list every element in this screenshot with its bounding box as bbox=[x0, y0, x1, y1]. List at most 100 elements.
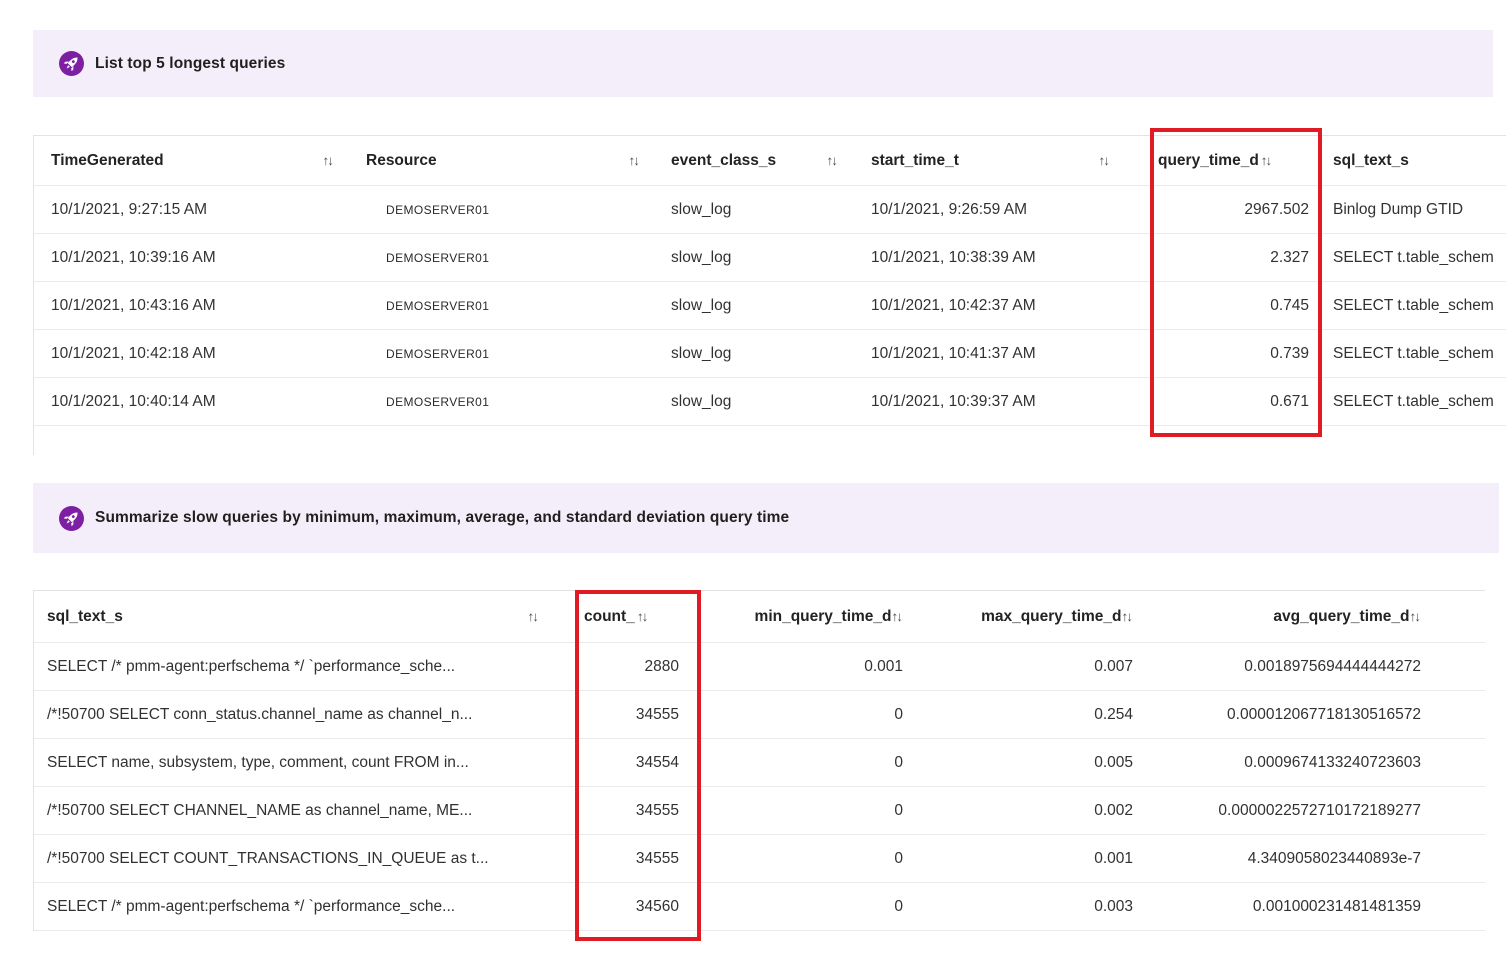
cell-min-query-time: 0 bbox=[894, 705, 903, 723]
column-header-label: TimeGenerated bbox=[51, 151, 164, 169]
column-header-avg-query-time[interactable]: avg_query_time_d ↑↓ bbox=[1138, 608, 1453, 626]
cell-resource: DEMOSERVER01 bbox=[386, 202, 490, 217]
column-header-label: query_time_d bbox=[1158, 151, 1259, 169]
cell-avg-query-time: 0.0000022572710172189277 bbox=[1218, 801, 1421, 819]
column-header-sql-text[interactable]: sql_text_s bbox=[1323, 152, 1506, 170]
cell-avg-query-time: 0.0009674133240723603 bbox=[1244, 753, 1421, 771]
column-header-label: sql_text_s bbox=[47, 607, 123, 625]
cell-sql-text: SELECT t.table_schem bbox=[1333, 344, 1494, 362]
cell-event-class: slow_log bbox=[671, 200, 732, 218]
column-header-sql-text[interactable]: sql_text_s ↑↓ bbox=[34, 608, 577, 626]
column-header-label: event_class_s bbox=[671, 151, 777, 169]
cell-count: 2880 bbox=[644, 657, 679, 675]
column-header-label: max_query_time_d bbox=[981, 607, 1122, 625]
table-row[interactable]: 10/1/2021, 10:39:16 AM DEMOSERVER01 slow… bbox=[34, 234, 1506, 282]
column-header-label: Resource bbox=[366, 151, 437, 169]
column-header-label: sql_text_s bbox=[1333, 151, 1409, 169]
column-header-label: avg_query_time_d bbox=[1273, 607, 1410, 625]
column-header-label: count_ bbox=[584, 607, 635, 625]
cell-query-time: 0.739 bbox=[1270, 344, 1309, 362]
table-header-row: sql_text_s ↑↓ count_ ↑↓ min_query_time_d… bbox=[34, 591, 1485, 643]
cell-count: 34554 bbox=[635, 753, 679, 771]
cell-start-time: 10/1/2021, 10:39:37 AM bbox=[871, 392, 1036, 410]
column-header-max-query-time[interactable]: max_query_time_d ↑↓ bbox=[908, 608, 1138, 626]
cell-count: 34555 bbox=[635, 801, 679, 819]
column-header-event-class[interactable]: event_class_s ↑↓ bbox=[654, 152, 854, 170]
table-row[interactable]: SELECT /* pmm-agent:perfschema */ `perfo… bbox=[34, 883, 1485, 931]
cell-min-query-time: 0 bbox=[894, 849, 903, 867]
table-row[interactable]: SELECT /* pmm-agent:perfschema */ `perfo… bbox=[34, 643, 1485, 691]
table-row[interactable]: /*!50700 SELECT conn_status.channel_name… bbox=[34, 691, 1485, 739]
cell-time-generated: 10/1/2021, 10:39:16 AM bbox=[51, 248, 216, 266]
cell-query-time: 2967.502 bbox=[1244, 200, 1309, 218]
sort-arrows-icon[interactable]: ↑↓ bbox=[1260, 153, 1272, 168]
rocket-icon bbox=[59, 505, 84, 531]
sort-arrows-icon[interactable]: ↑↓ bbox=[1098, 153, 1110, 168]
cell-query-time: 0.745 bbox=[1270, 296, 1309, 314]
table-row[interactable]: 10/1/2021, 10:42:18 AM DEMOSERVER01 slow… bbox=[34, 330, 1506, 378]
table-row[interactable]: SELECT name, subsystem, type, comment, c… bbox=[34, 739, 1485, 787]
prompt-banner-top-queries: List top 5 longest queries bbox=[33, 30, 1493, 97]
table-row[interactable]: 10/1/2021, 10:43:16 AM DEMOSERVER01 slow… bbox=[34, 282, 1506, 330]
cell-time-generated: 10/1/2021, 9:27:15 AM bbox=[51, 200, 207, 218]
prompt-text: Summarize slow queries by minimum, maxim… bbox=[95, 509, 790, 526]
cell-sql-text: SELECT /* pmm-agent:perfschema */ `perfo… bbox=[47, 657, 456, 675]
sort-arrows-icon[interactable]: ↑↓ bbox=[891, 609, 903, 624]
column-header-label: min_query_time_d bbox=[754, 607, 892, 625]
cell-min-query-time: 0.001 bbox=[864, 657, 903, 675]
cell-query-time: 2.327 bbox=[1270, 248, 1309, 266]
results-table-summary: sql_text_s ↑↓ count_ ↑↓ min_query_time_d… bbox=[33, 590, 1485, 931]
results-table-top-queries: TimeGenerated ↑↓ Resource ↑↓ event_class… bbox=[33, 135, 1506, 455]
cell-sql-text: SELECT t.table_schem bbox=[1333, 392, 1494, 410]
table-row[interactable]: /*!50700 SELECT CHANNEL_NAME as channel_… bbox=[34, 787, 1485, 835]
table-row[interactable]: 10/1/2021, 10:40:14 AM DEMOSERVER01 slow… bbox=[34, 378, 1506, 426]
cell-max-query-time: 0.007 bbox=[1094, 657, 1133, 675]
cell-min-query-time: 0 bbox=[894, 897, 903, 915]
cell-query-time: 0.671 bbox=[1270, 392, 1309, 410]
cell-sql-text: SELECT t.table_schem bbox=[1333, 296, 1494, 314]
sort-arrows-icon[interactable]: ↑↓ bbox=[826, 153, 838, 168]
prompt-banner-summarize: Summarize slow queries by minimum, maxim… bbox=[33, 483, 1499, 553]
prompt-text: List top 5 longest queries bbox=[95, 54, 286, 72]
sort-arrows-icon[interactable]: ↑↓ bbox=[1409, 609, 1421, 624]
column-header-min-query-time[interactable]: min_query_time_d ↑↓ bbox=[702, 608, 908, 626]
cell-time-generated: 10/1/2021, 10:42:18 AM bbox=[51, 344, 216, 362]
column-header-label: start_time_t bbox=[871, 151, 959, 169]
table-row[interactable]: 10/1/2021, 9:27:15 AM DEMOSERVER01 slow_… bbox=[34, 186, 1506, 234]
cell-avg-query-time: 0.001000231481481359 bbox=[1252, 897, 1421, 915]
column-header-time-generated[interactable]: TimeGenerated ↑↓ bbox=[34, 152, 349, 170]
cell-event-class: slow_log bbox=[671, 344, 732, 362]
cell-start-time: 10/1/2021, 10:41:37 AM bbox=[871, 344, 1036, 362]
sort-arrows-icon[interactable]: ↑↓ bbox=[322, 153, 334, 168]
sort-arrows-icon[interactable]: ↑↓ bbox=[628, 153, 640, 168]
cell-resource: DEMOSERVER01 bbox=[386, 250, 490, 265]
cell-sql-text: SELECT t.table_schem bbox=[1333, 248, 1494, 266]
cell-resource: DEMOSERVER01 bbox=[386, 298, 490, 313]
cell-count: 34555 bbox=[635, 705, 679, 723]
cell-event-class: slow_log bbox=[671, 296, 732, 314]
column-header-query-time[interactable]: query_time_d ↑↓ bbox=[1139, 152, 1323, 170]
cell-sql-text: /*!50700 SELECT CHANNEL_NAME as channel_… bbox=[47, 801, 473, 819]
cell-max-query-time: 0.003 bbox=[1094, 897, 1133, 915]
cell-time-generated: 10/1/2021, 10:43:16 AM bbox=[51, 296, 216, 314]
sort-arrows-icon[interactable]: ↑↓ bbox=[1121, 609, 1133, 624]
cell-min-query-time: 0 bbox=[894, 753, 903, 771]
sort-arrows-icon[interactable]: ↑↓ bbox=[527, 609, 539, 624]
table-header-row: TimeGenerated ↑↓ Resource ↑↓ event_class… bbox=[34, 136, 1506, 186]
cell-resource: DEMOSERVER01 bbox=[386, 394, 490, 409]
cell-count: 34560 bbox=[635, 897, 679, 915]
cell-event-class: slow_log bbox=[671, 248, 732, 266]
table-row[interactable]: /*!50700 SELECT COUNT_TRANSACTIONS_IN_QU… bbox=[34, 835, 1485, 883]
column-header-resource[interactable]: Resource ↑↓ bbox=[349, 152, 654, 170]
column-header-start-time[interactable]: start_time_t ↑↓ bbox=[854, 152, 1139, 170]
cell-resource: DEMOSERVER01 bbox=[386, 346, 490, 361]
cell-avg-query-time: 0.0018975694444444272 bbox=[1244, 657, 1421, 675]
sort-arrows-icon[interactable]: ↑↓ bbox=[636, 609, 648, 624]
cell-max-query-time: 0.002 bbox=[1094, 801, 1133, 819]
cell-sql-text: /*!50700 SELECT conn_status.channel_name… bbox=[47, 705, 473, 723]
cell-max-query-time: 0.254 bbox=[1094, 705, 1133, 723]
column-header-count[interactable]: count_ ↑↓ bbox=[577, 608, 702, 626]
cell-min-query-time: 0 bbox=[894, 801, 903, 819]
cell-sql-text: SELECT name, subsystem, type, comment, c… bbox=[47, 753, 469, 771]
cell-count: 34555 bbox=[635, 849, 679, 867]
